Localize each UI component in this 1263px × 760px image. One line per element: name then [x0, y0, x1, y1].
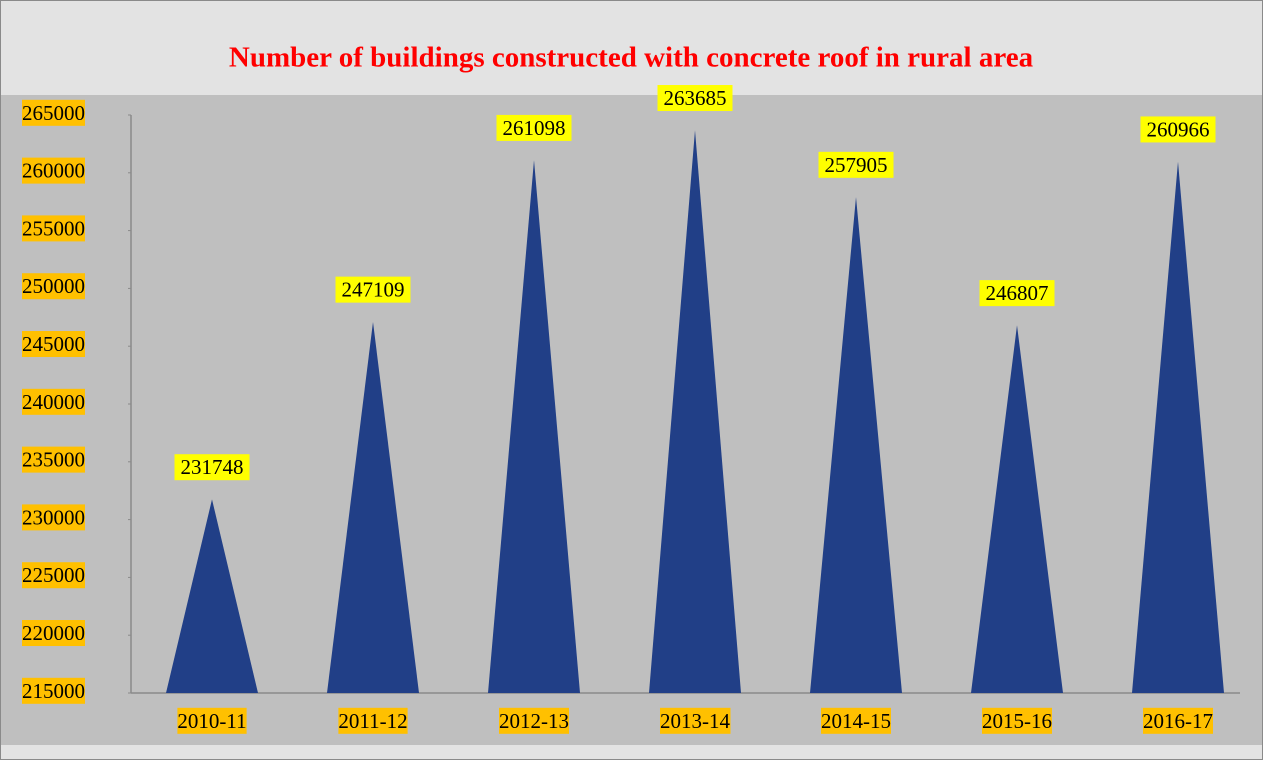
data-label-bg [335, 276, 411, 303]
bar [649, 130, 741, 693]
bar [488, 160, 580, 693]
x-tick-label-bg [660, 707, 731, 734]
x-tick-label: 2015-16 [982, 709, 1052, 733]
y-tick-label: 245000 [22, 332, 85, 356]
y-tick-label: 255000 [22, 216, 85, 240]
bar [971, 325, 1063, 693]
y-tick-label: 220000 [22, 621, 85, 645]
x-tick-label: 2010-11 [177, 709, 246, 733]
data-label-bg [979, 280, 1055, 307]
x-tick-label-bg [499, 707, 569, 734]
bar [327, 321, 419, 693]
y-tick-label-bg [22, 331, 85, 358]
x-tick-label: 2014-15 [821, 709, 891, 733]
y-tick-label: 235000 [22, 448, 85, 472]
y-tick-label-bg [22, 388, 85, 415]
data-label-bg [174, 454, 250, 481]
y-tick-label: 250000 [22, 274, 85, 298]
y-tick-label-bg [22, 273, 85, 300]
x-tick-label-bg [338, 707, 408, 734]
bar [166, 499, 258, 693]
y-tick-label: 265000 [22, 101, 85, 125]
x-tick-label-bg [821, 707, 891, 734]
y-tick-label: 230000 [22, 505, 85, 529]
y-tick-label: 240000 [22, 390, 85, 414]
bar [810, 197, 902, 694]
y-tick-label-bg [22, 562, 85, 589]
data-label: 246807 [986, 281, 1049, 305]
data-label-bg [657, 85, 733, 112]
bar [1132, 161, 1224, 693]
y-tick-label: 215000 [22, 679, 85, 703]
x-tick-label-bg [177, 707, 247, 734]
data-label: 261098 [503, 116, 566, 140]
y-tick-label-bg [22, 620, 85, 647]
data-label: 257905 [825, 153, 888, 177]
data-label-bg [496, 114, 572, 141]
x-tick-label-bg [982, 707, 1052, 734]
x-tick-label: 2012-13 [499, 709, 569, 733]
y-tick-label-bg [22, 157, 85, 184]
chart-title: Number of buildings constructed with con… [229, 42, 1034, 74]
data-label: 263685 [664, 86, 727, 110]
x-tick-label-bg [1143, 707, 1213, 734]
y-tick-label-bg [22, 215, 85, 242]
y-tick-label-bg [22, 99, 85, 126]
x-tick-label: 2011-12 [338, 709, 407, 733]
x-tick-label: 2013-14 [660, 709, 730, 733]
data-label: 247109 [342, 278, 405, 302]
y-tick-label-bg [22, 504, 85, 531]
data-label: 231748 [181, 455, 244, 479]
x-tick-label: 2016-17 [1143, 709, 1213, 733]
y-tick-label: 260000 [22, 159, 85, 183]
data-label-bg [818, 151, 894, 178]
data-label-bg [1140, 116, 1216, 143]
y-tick-label-bg [22, 677, 85, 704]
data-label: 260966 [1147, 117, 1210, 141]
y-tick-label: 225000 [22, 563, 85, 587]
y-tick-label-bg [22, 446, 85, 473]
